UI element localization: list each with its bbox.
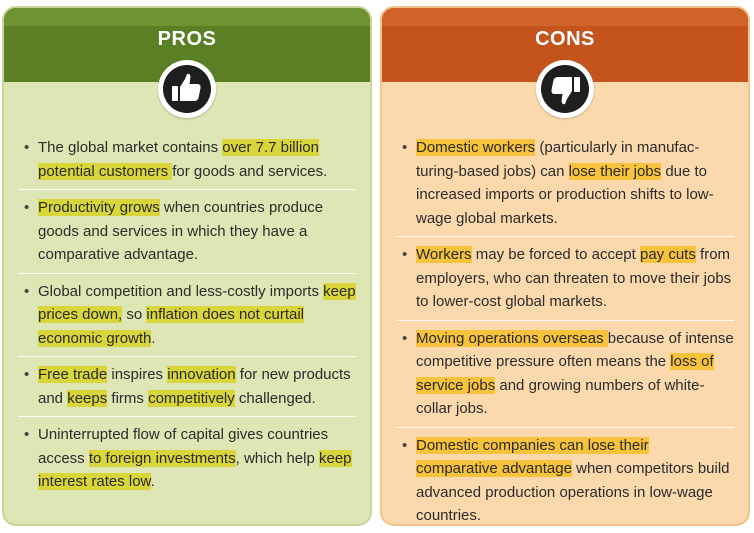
item-text: when countries produce goods and service… — [38, 199, 324, 263]
pros-list: The global market contains over 7.7 bill… — [18, 130, 356, 500]
item-text: and growing numbers of white-collar jobs… — [416, 376, 705, 418]
item-text: Global competition and less-costly impor… — [38, 282, 324, 300]
highlighted-text: Domestic workers — [416, 139, 536, 156]
highlighted-text: Workers — [416, 246, 472, 263]
cons-list-item: Domestic workers (particularly in manufa… — [396, 130, 734, 236]
item-text: . — [151, 329, 156, 347]
item-text: may be forced to accept — [471, 246, 640, 263]
highlighted-text: keeps — [67, 389, 108, 407]
item-text: . — [150, 473, 155, 490]
item-text: (particularly in manufac-turing-based jo… — [416, 139, 700, 180]
pros-title: PROS — [157, 28, 217, 50]
item-text: for goods and services. — [172, 162, 328, 180]
item-text: when competitors build advanced producti… — [416, 460, 730, 524]
item-text: because of intense competitive pressure … — [416, 329, 734, 371]
highlighted-text: innovation — [167, 366, 236, 383]
pros-list-item: Uninterrupted flow of capital gives coun… — [18, 416, 356, 500]
pros-list-item: Global competition and less-costly impor… — [18, 272, 356, 357]
item-text: so — [122, 306, 147, 323]
highlighted-text: pay cuts — [639, 246, 696, 263]
cons-panel: CONS Domestic workers (particularly in m… — [380, 6, 750, 526]
highlighted-text: Free trade — [38, 366, 108, 383]
thumbs-down-icon — [551, 77, 580, 105]
cons-list-item: Domestic companies can lose their compar… — [396, 426, 734, 524]
item-text: for new products and — [38, 366, 351, 407]
pros-badge — [158, 60, 216, 118]
item-text: Uninterrupted flow of capital gives coun… — [38, 426, 329, 467]
item-text: The global market contains — [38, 139, 223, 156]
cons-list: Domestic workers (particularly in manufa… — [396, 130, 734, 524]
item-text: , which help — [235, 449, 319, 467]
highlighted-text: Productivity grows — [38, 199, 160, 216]
cons-list-item: Moving operations overseas because of in… — [396, 319, 734, 427]
item-text: challenged. — [234, 389, 316, 407]
item-text: due to increased imports or production s… — [416, 162, 714, 227]
highlighted-text: to foreign investments — [88, 449, 236, 467]
cons-badge — [536, 60, 594, 118]
cons-title: CONS — [535, 28, 595, 50]
cons-list-item: Workers may be forced to accept pay cuts… — [396, 236, 734, 320]
pros-list-item: Productivity grows when countries produc… — [18, 189, 356, 273]
highlighted-text: Moving operations overseas — [416, 329, 608, 347]
pros-panel: PROS The global market contains over 7.7… — [2, 6, 372, 526]
thumbs-up-icon — [172, 73, 201, 101]
pros-list-item: The global market contains over 7.7 bill… — [18, 130, 356, 189]
item-text: firms — [107, 389, 149, 407]
highlighted-text: lose their jobs — [568, 162, 662, 180]
item-text: inspires — [107, 366, 168, 383]
item-text: from employers, who can threaten to move… — [416, 246, 732, 310]
pros-list-item: Free trade inspires innovation for new p… — [18, 356, 356, 416]
highlighted-text: competitively — [148, 389, 235, 407]
